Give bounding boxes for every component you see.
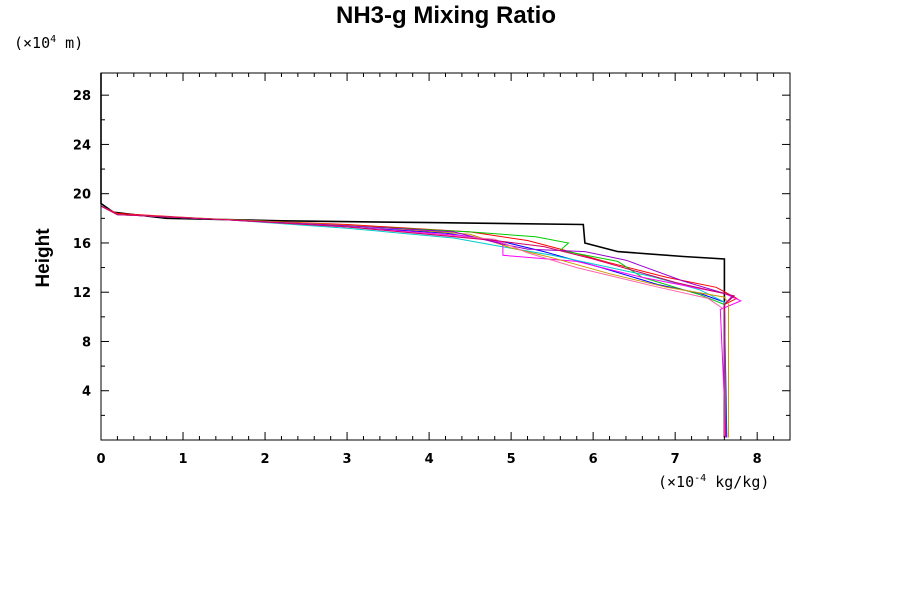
series-line-2 bbox=[100, 205, 738, 438]
x-tick-label: 7 bbox=[671, 452, 680, 467]
series-line-1 bbox=[100, 73, 726, 438]
series-line-4 bbox=[100, 205, 728, 438]
series-line-8 bbox=[100, 205, 734, 438]
x-unit-prefix: (×10 bbox=[658, 473, 694, 491]
x-axis-unit: (×10-4 kg/kg) bbox=[658, 473, 769, 491]
y-tick-label: 24 bbox=[73, 138, 91, 153]
y-tick-label: 8 bbox=[82, 335, 91, 350]
x-tick-label: 1 bbox=[179, 452, 188, 467]
tick-marks bbox=[100, 73, 791, 440]
chart-title: NH3-g Mixing Ratio bbox=[336, 2, 556, 29]
y-tick-label: 20 bbox=[73, 188, 91, 203]
x-tick-label: 2 bbox=[261, 452, 270, 467]
x-tick-label: 3 bbox=[343, 452, 352, 467]
series-line-5 bbox=[100, 205, 727, 438]
y-tick-label: 28 bbox=[73, 89, 91, 104]
plot-lines bbox=[100, 73, 743, 438]
series-line-3 bbox=[100, 205, 727, 438]
x-tick-label: 4 bbox=[425, 452, 434, 467]
x-unit-exponent: -4 bbox=[694, 473, 706, 484]
y-axis-label: Height bbox=[33, 228, 54, 288]
x-tick-label: 8 bbox=[753, 452, 762, 467]
x-tick-label: 6 bbox=[589, 452, 598, 467]
series-line-9 bbox=[100, 205, 725, 438]
series-line-7 bbox=[100, 205, 729, 438]
y-unit-suffix: m) bbox=[56, 34, 83, 52]
y-axis-unit: (×104 m) bbox=[14, 34, 83, 52]
y-unit-exponent: 4 bbox=[50, 34, 56, 45]
series-line-6 bbox=[100, 73, 743, 438]
y-unit-prefix: (×10 bbox=[14, 34, 50, 52]
x-unit-suffix: kg/kg) bbox=[706, 473, 769, 491]
y-tick-label: 16 bbox=[73, 237, 91, 252]
x-tick-label: 5 bbox=[507, 452, 516, 467]
y-tick-label: 4 bbox=[82, 385, 91, 400]
x-tick-label: 0 bbox=[96, 452, 105, 467]
y-tick-label: 12 bbox=[73, 286, 91, 301]
series-line-10 bbox=[100, 205, 736, 438]
